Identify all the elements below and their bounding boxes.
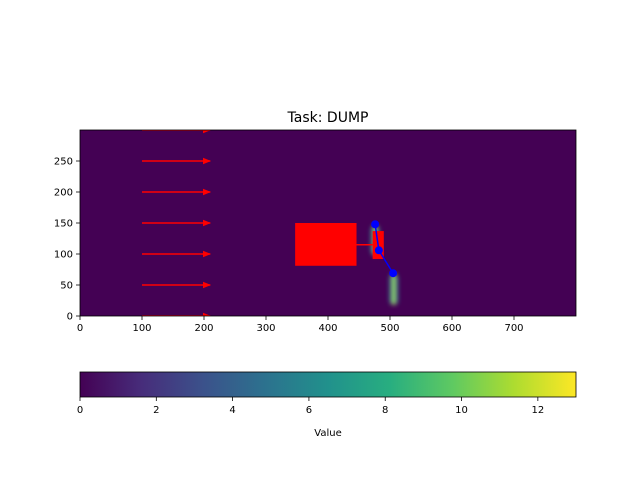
colorbar-tick-label: 0: [77, 405, 83, 416]
y-axis: 0 50 100 150 200 250: [54, 157, 80, 323]
colorbar: 0 2 4 6 8 10 12 Value: [77, 371, 577, 439]
arrow-field: [142, 130, 211, 316]
marker-rect-0: [295, 223, 357, 266]
colorbar-gradient: [79, 371, 577, 398]
arm-joint-1: [374, 246, 383, 255]
colorbar-ticks: 0 2 4 6 8 10 12: [77, 397, 544, 416]
y-tick-label: 100: [54, 250, 73, 261]
x-tick-label: 700: [504, 323, 523, 334]
x-tick-label: 200: [194, 323, 213, 334]
colorbar-tick-label: 2: [153, 405, 159, 416]
y-tick-label: 200: [54, 188, 73, 199]
arm-joint-2: [389, 269, 398, 278]
x-tick-label: 0: [77, 323, 83, 334]
colorbar-tick-label: 8: [382, 405, 388, 416]
y-tick-label: 150: [54, 219, 73, 230]
plot-area: [80, 130, 576, 316]
chart-title: Task: DUMP: [287, 110, 369, 126]
colorbar-tick-label: 12: [531, 405, 544, 416]
y-tick-label: 250: [54, 157, 73, 168]
x-tick-label: 100: [132, 323, 151, 334]
colorbar-label: Value: [314, 428, 341, 439]
x-tick-label: 500: [380, 323, 399, 334]
x-tick-label: 600: [442, 323, 461, 334]
heat-blob-1: [389, 273, 399, 305]
x-tick-label: 300: [256, 323, 275, 334]
x-tick-label: 400: [318, 323, 337, 334]
arm: [371, 220, 398, 278]
x-axis: 0 100 200 300 400 500 600 700: [77, 316, 524, 334]
y-tick-label: 50: [60, 281, 73, 292]
y-tick-label: 0: [67, 312, 73, 323]
colorbar-tick-label: 4: [229, 405, 235, 416]
colorbar-tick-label: 6: [306, 405, 312, 416]
arm-joint-0: [371, 220, 380, 229]
colorbar-tick-label: 10: [455, 405, 468, 416]
